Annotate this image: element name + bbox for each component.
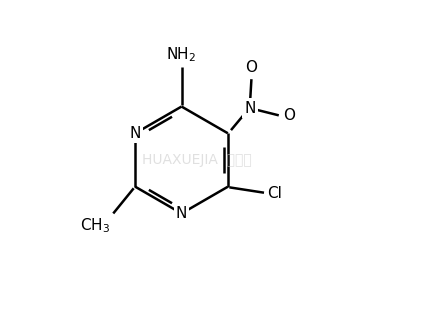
Text: O: O	[283, 108, 295, 124]
Text: Cl: Cl	[267, 186, 282, 201]
Text: N: N	[176, 206, 187, 221]
Text: O: O	[245, 60, 257, 75]
Text: HUAXUEJIA  化学加: HUAXUEJIA 化学加	[142, 153, 252, 167]
Text: N: N	[130, 126, 141, 141]
Text: CH$_3$: CH$_3$	[80, 217, 110, 235]
Text: N: N	[244, 100, 256, 116]
Text: NH$_2$: NH$_2$	[167, 45, 197, 64]
